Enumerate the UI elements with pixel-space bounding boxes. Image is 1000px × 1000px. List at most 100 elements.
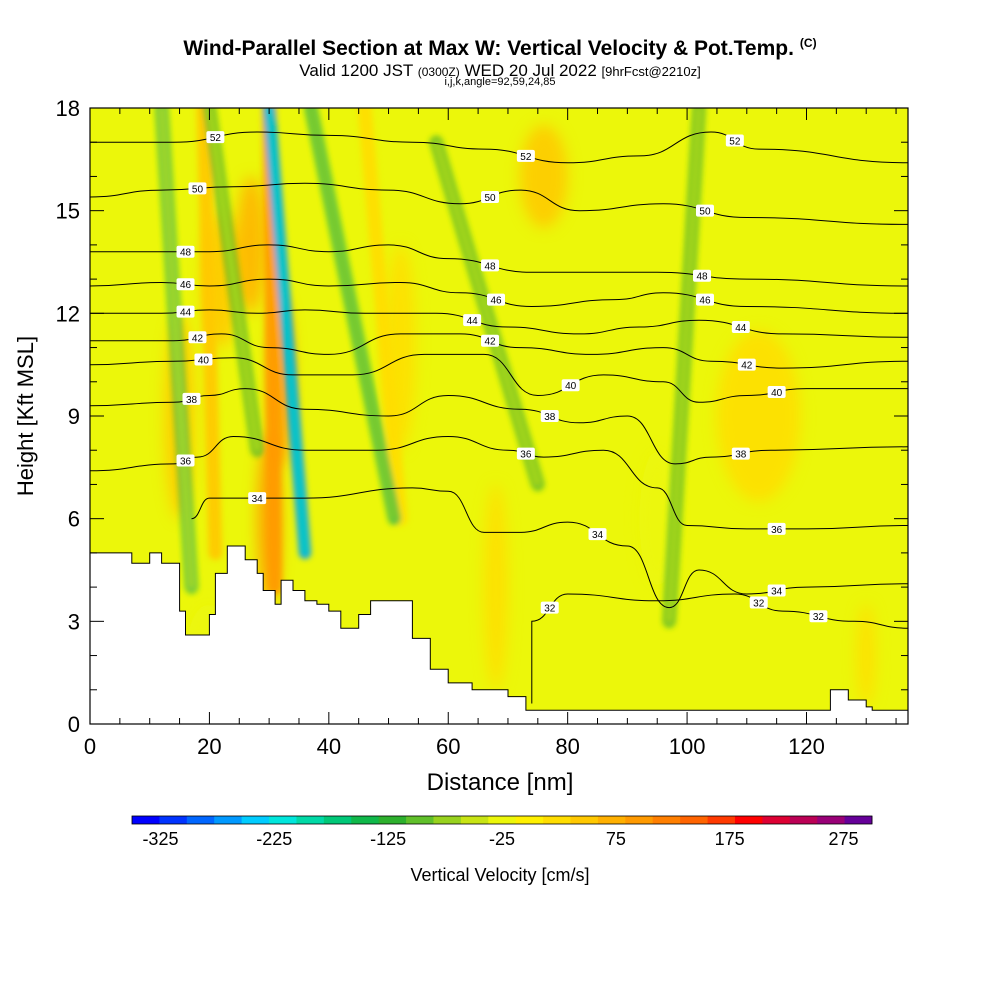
x-axis-label: Distance [nm] xyxy=(427,769,574,796)
contour-label: 36 xyxy=(180,456,192,467)
contour-label-bg xyxy=(540,601,559,614)
colorbar-tick-label: 75 xyxy=(606,829,626,849)
contour-label: 44 xyxy=(735,323,747,334)
contour-label: 44 xyxy=(467,316,479,327)
contour-label-bg xyxy=(737,358,756,371)
contour-label: 46 xyxy=(180,280,192,291)
contour-label: 42 xyxy=(741,361,753,372)
theta-contour-42 xyxy=(90,333,908,369)
colorbar-swatch xyxy=(159,816,188,824)
y-tick-label: 9 xyxy=(68,404,80,429)
contour-label: 50 xyxy=(699,207,711,218)
contour-label: 40 xyxy=(565,381,577,392)
forecast-info: [9hrFcst@2210z] xyxy=(601,64,701,79)
contour-label-bg xyxy=(767,386,786,399)
velocity-cell xyxy=(484,484,508,690)
contour-label: 42 xyxy=(192,333,204,344)
velocity-cell xyxy=(857,604,876,707)
x-tick-label: 40 xyxy=(317,734,341,759)
contour-label: 36 xyxy=(771,525,783,536)
colorbar-swatch xyxy=(652,816,681,824)
y-axis-label: Height [Kft MSL] xyxy=(13,336,38,496)
contour-label-bg xyxy=(767,522,786,535)
contour-label: 40 xyxy=(198,356,210,367)
contour-label-bg xyxy=(731,447,750,460)
chart-title: Wind-Parallel Section at Max W: Vertical… xyxy=(183,36,817,60)
colorbar-swatch xyxy=(570,816,599,824)
velocity-cell xyxy=(519,125,568,228)
contour-label: 34 xyxy=(252,494,264,505)
colorbar: -325 -225 -125 -25 75 175 275 xyxy=(131,815,873,849)
colorbar-tick-label: -125 xyxy=(370,829,406,849)
valid-time: Valid 1200 JST (0300Z) WED 20 Jul 2022 [… xyxy=(299,61,701,80)
theta-contour-34 xyxy=(191,487,908,609)
contour-label: 46 xyxy=(699,296,711,307)
colorbar-swatch xyxy=(515,816,544,824)
contour-label: 32 xyxy=(753,599,765,610)
colorbar-swatch xyxy=(406,816,434,824)
colorbar-tick-label: 275 xyxy=(829,829,859,849)
contour-label-bg xyxy=(695,293,714,306)
theta-contour-36 xyxy=(90,435,908,530)
colorbar-swatch xyxy=(214,816,243,824)
colorbar-swatch xyxy=(789,816,818,824)
contour-label: 32 xyxy=(544,604,556,615)
colorbar-swatch xyxy=(433,816,462,824)
y-tick-label: 12 xyxy=(56,301,80,326)
grid-indices: i,j,k,angle=92,59,24,85 xyxy=(444,76,556,88)
contour-label: 36 xyxy=(520,450,532,461)
downdraft-core xyxy=(433,139,541,487)
contour-label: 38 xyxy=(186,395,198,406)
contour-label-bg xyxy=(561,379,580,392)
contour-label: 38 xyxy=(544,412,556,423)
y-tick-label: 0 xyxy=(68,712,80,737)
contour-label: 48 xyxy=(696,272,708,283)
colorbar-swatch xyxy=(186,816,215,824)
contour-label-bg xyxy=(248,492,267,505)
contour-label: 34 xyxy=(771,587,783,598)
x-tick-label: 20 xyxy=(197,734,221,759)
velocity-cell xyxy=(639,450,676,588)
x-tick-label: 100 xyxy=(669,734,706,759)
colorbar-swatch xyxy=(488,816,517,824)
colorbar-label: Vertical Velocity [cm/s] xyxy=(410,865,589,885)
contour-label-bg xyxy=(188,182,207,195)
contour-label: 52 xyxy=(729,137,741,148)
colorbar-swatch xyxy=(817,816,845,824)
downdraft-core xyxy=(159,108,195,590)
valid-utc: (0300Z) xyxy=(417,65,460,79)
contour-label-bg xyxy=(481,190,500,203)
contour-label: 52 xyxy=(520,152,532,163)
colorbar-tick-label: -225 xyxy=(256,829,292,849)
contour-label-bg xyxy=(188,331,207,344)
contour-label: 44 xyxy=(180,308,192,319)
copyright-mark: (C) xyxy=(799,36,817,50)
contour-label: 38 xyxy=(735,450,747,461)
velocity-cell xyxy=(716,330,801,502)
contour-label-bg xyxy=(487,293,506,306)
colorbar-swatch xyxy=(460,816,489,824)
potential-temperature-contours: 32 32 32 34 34 34 36 36 36 38 38 38 40 40 40 42 42 42 44 44… xyxy=(90,131,908,704)
downdraft-core xyxy=(266,108,308,556)
colorbar-swatch xyxy=(132,816,160,824)
y-tick-label: 18 xyxy=(56,96,80,121)
terrain xyxy=(90,545,908,724)
contour-label-bg xyxy=(481,259,500,272)
contour-label-bg xyxy=(588,528,607,541)
theta-contour-38 xyxy=(90,388,908,465)
colorbar-swatch xyxy=(625,816,654,824)
contour-label-bg xyxy=(749,596,768,609)
colorbar-swatch xyxy=(844,816,873,824)
colorbar-swatch xyxy=(734,816,763,824)
y-tick-label: 6 xyxy=(68,507,80,532)
contour-label: 34 xyxy=(592,530,604,541)
colorbar-swatch xyxy=(269,816,297,824)
colorbar-swatch xyxy=(597,816,626,824)
contour-label-bg xyxy=(176,454,195,467)
contour-label-bg xyxy=(176,245,195,258)
contour-label: 40 xyxy=(771,388,783,399)
colorbar-swatch xyxy=(762,816,791,824)
colorbar-swatch xyxy=(351,816,380,824)
contour-label-bg xyxy=(809,610,828,623)
